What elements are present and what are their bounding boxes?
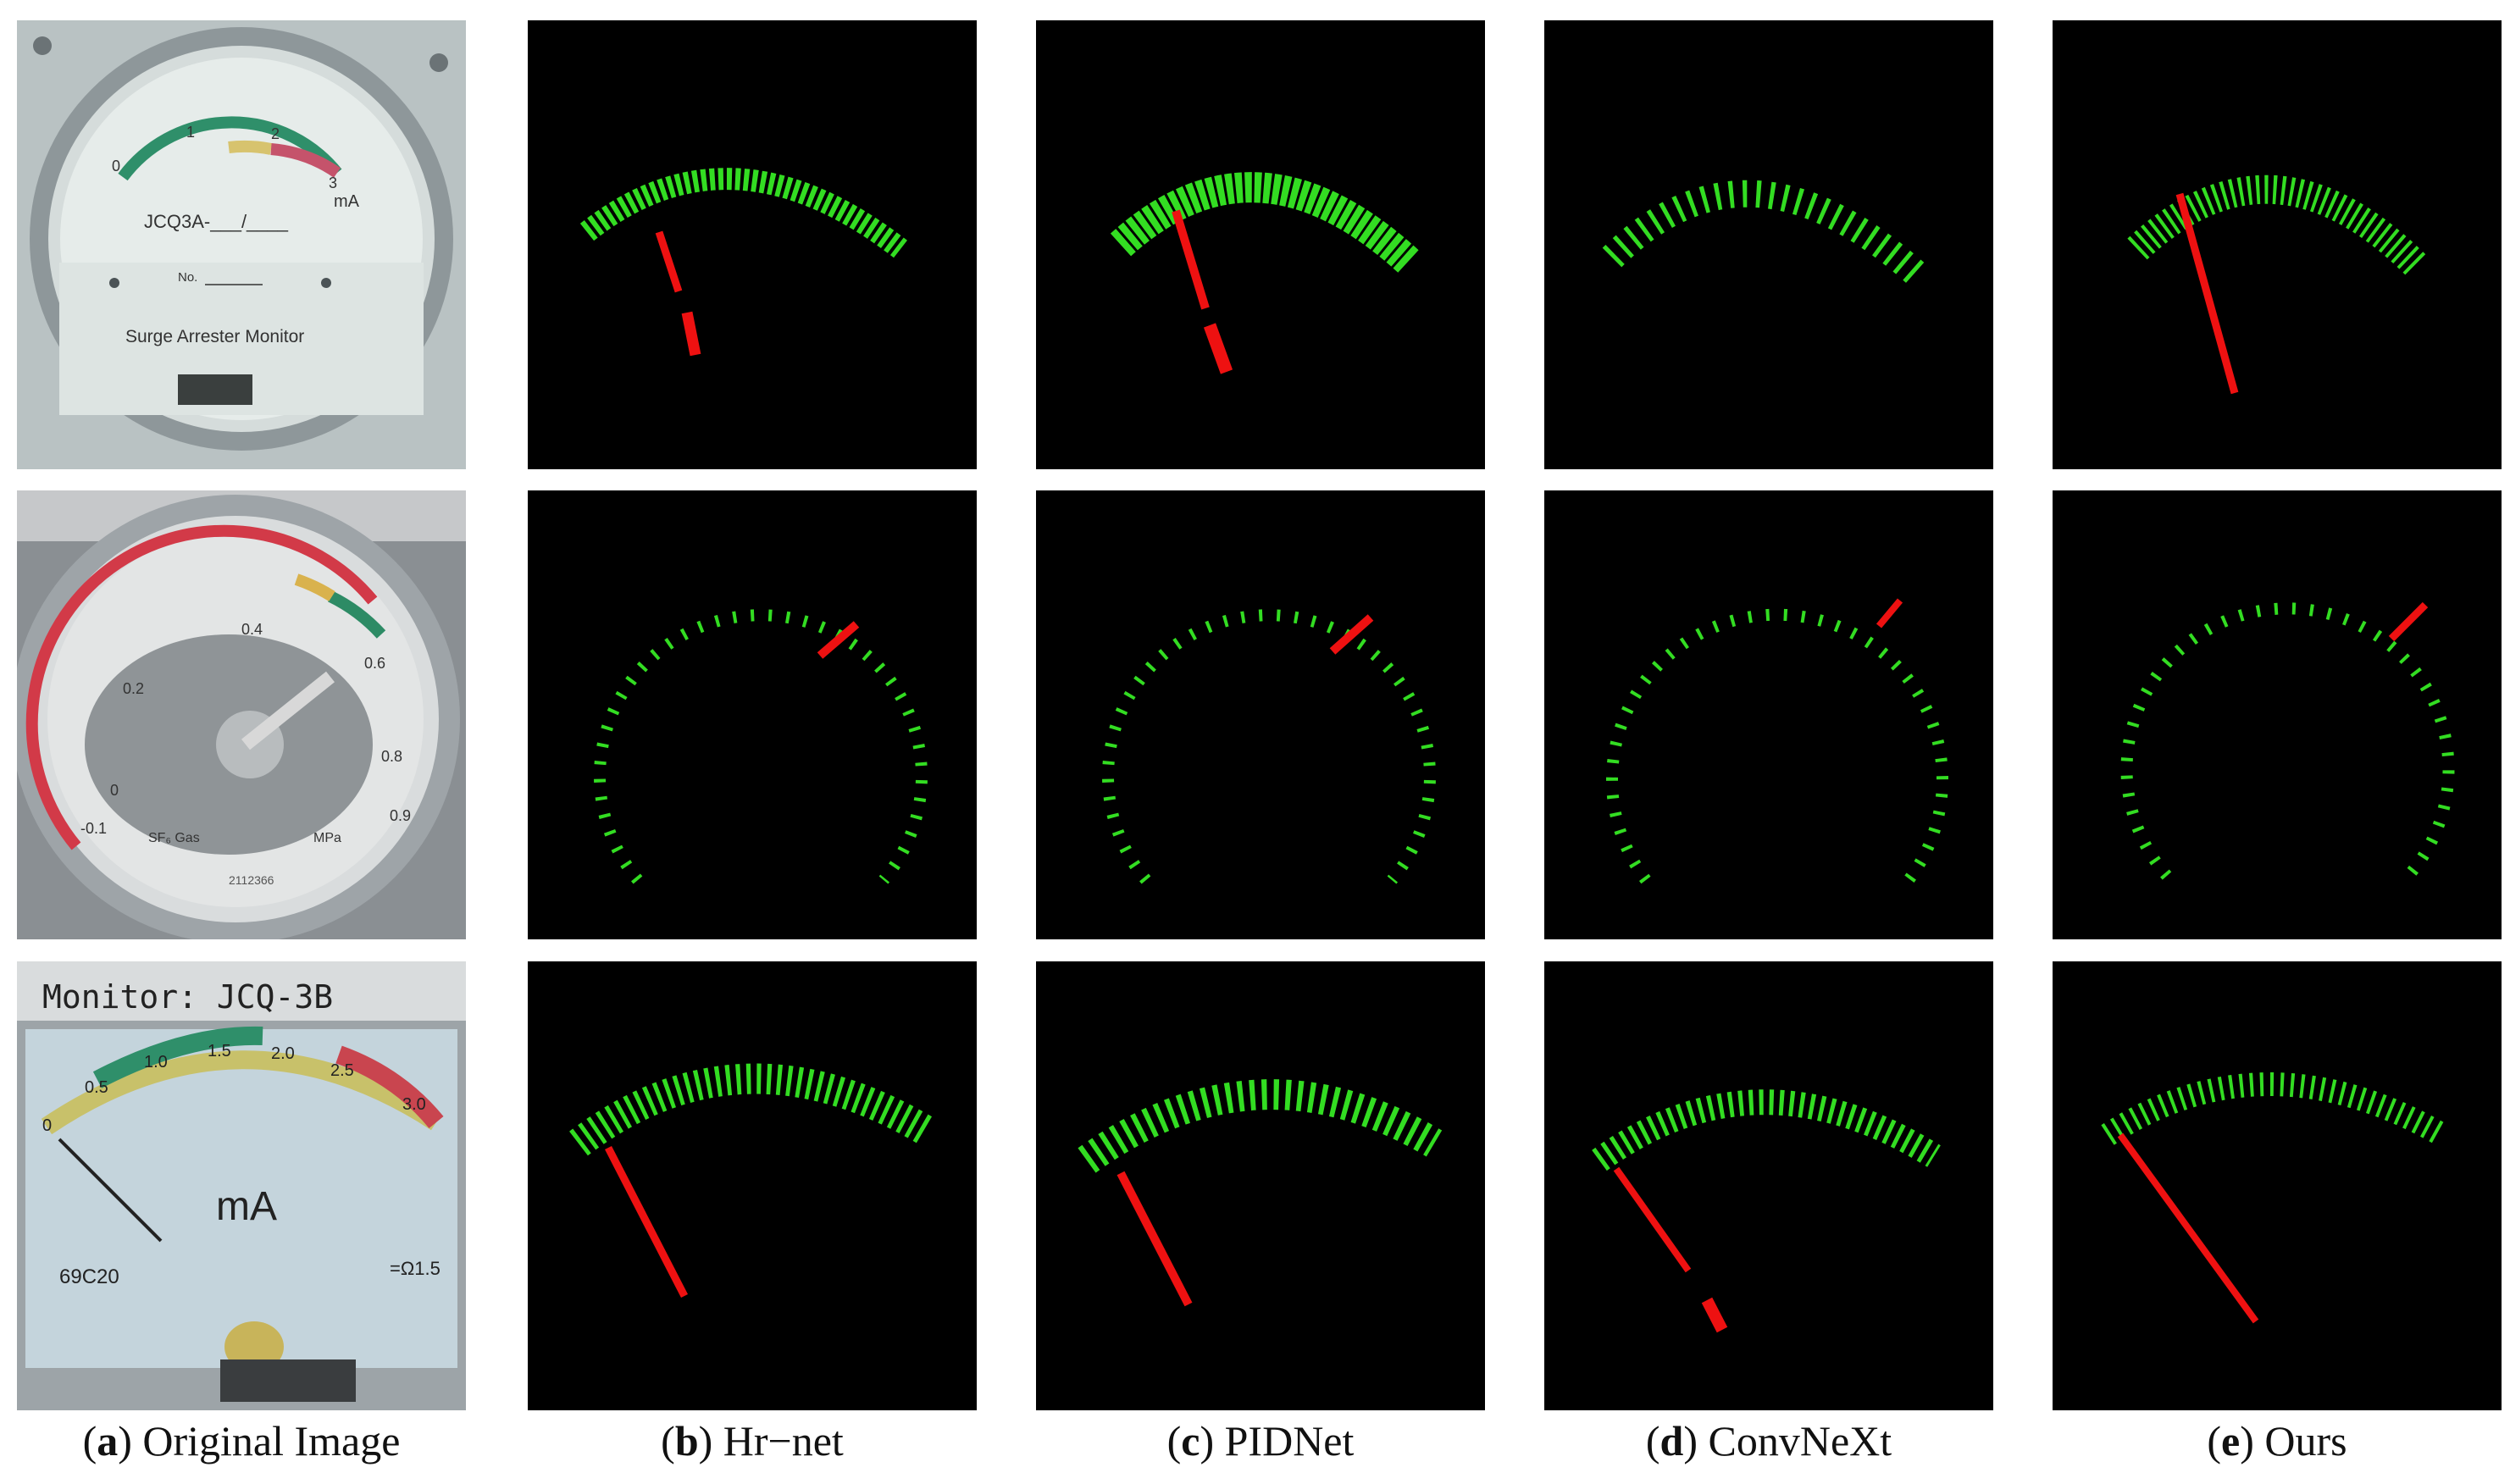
no-label: No.: [178, 270, 197, 285]
caption-pidnet: (c) PIDNet: [1166, 1417, 1355, 1465]
hrnet-mask-row2: [528, 490, 977, 939]
pidnet-mask-row1: [1036, 20, 1485, 469]
scale-label-1: 1: [186, 124, 195, 141]
caption-original-image: (a) Original Image: [82, 1417, 401, 1465]
jcq3b-monitor-photo: Monitor: JCQ-3B 0 0.5 1.0 1.5 2.0 2.5 3.…: [17, 961, 466, 1410]
scale-label-02: 0.2: [123, 680, 144, 697]
scale-label-2: 2: [271, 125, 280, 142]
scale-label-05: 0.5: [85, 1078, 108, 1097]
pidnet-mask-row2: [1036, 490, 1485, 939]
original-image-row2: -0.1 0 0.2 0.4 0.6 0.8 0.9 MPa SF₆ Gas 2…: [17, 490, 466, 939]
ours-mask-row1: [2053, 20, 2502, 469]
scale-label-0: 0: [42, 1116, 52, 1135]
gas-label: SF₆ Gas: [148, 831, 200, 845]
sf6-gas-gauge-photo: -0.1 0 0.2 0.4 0.6 0.8 0.9 MPa SF₆ Gas 2…: [17, 490, 466, 939]
scale-label-0: 0: [110, 782, 119, 799]
scale-label-10: 1.0: [144, 1053, 168, 1071]
hrnet-mask-row3: [528, 961, 977, 1410]
convnext-mask-row2: [1544, 490, 1993, 939]
monitor-header: Monitor: JCQ-3B: [42, 978, 333, 1016]
scale-label-3: 3: [329, 174, 337, 191]
scale-label-0: 0: [112, 158, 120, 174]
ours-mask-row3: [2053, 961, 2502, 1410]
scale-label-06: 0.6: [364, 655, 385, 672]
scale-label-30: 3.0: [402, 1095, 426, 1114]
caption-convnext: (d) ConvNeXt: [1645, 1417, 1892, 1465]
surge-arrester-monitor-photo: JCQ3A-___/____ mA 0 1 2 3 No. Surge Arre…: [17, 20, 466, 469]
gauge-unit: MPa: [313, 831, 341, 845]
scale-label-neg01: -0.1: [80, 820, 107, 837]
monitor-name: Surge Arrester Monitor: [125, 327, 304, 346]
class-mark: =Ω1.5: [390, 1258, 440, 1279]
scale-label-25: 2.5: [330, 1061, 354, 1080]
scale-label-09: 0.9: [390, 807, 411, 824]
gauge-top-text: JCQ3A-___/____: [144, 211, 289, 232]
scale-label-04: 0.4: [241, 621, 263, 638]
ours-mask-row2: [2053, 490, 2502, 939]
convnext-mask-row3: [1544, 961, 1993, 1410]
original-image-row3: Monitor: JCQ-3B 0 0.5 1.0 1.5 2.0 2.5 3.…: [17, 961, 466, 1410]
convnext-mask-row1: [1544, 20, 1993, 469]
scale-label-15: 1.5: [208, 1042, 231, 1060]
serial-number: 2112366: [229, 873, 274, 887]
gauge-unit: mA: [216, 1184, 277, 1229]
caption-hrnet: (b) Hr−net: [661, 1417, 844, 1465]
hrnet-mask-row1: [528, 20, 977, 469]
scale-label-20: 2.0: [271, 1044, 295, 1063]
original-image-row1: JCQ3A-___/____ mA 0 1 2 3 No. Surge Arre…: [17, 20, 466, 469]
scale-label-08: 0.8: [381, 748, 402, 765]
gauge-unit: mA: [334, 192, 360, 211]
caption-ours: (e) Ours: [2207, 1417, 2347, 1465]
meter-code: 69C20: [59, 1265, 119, 1288]
pidnet-mask-row3: [1036, 961, 1485, 1410]
